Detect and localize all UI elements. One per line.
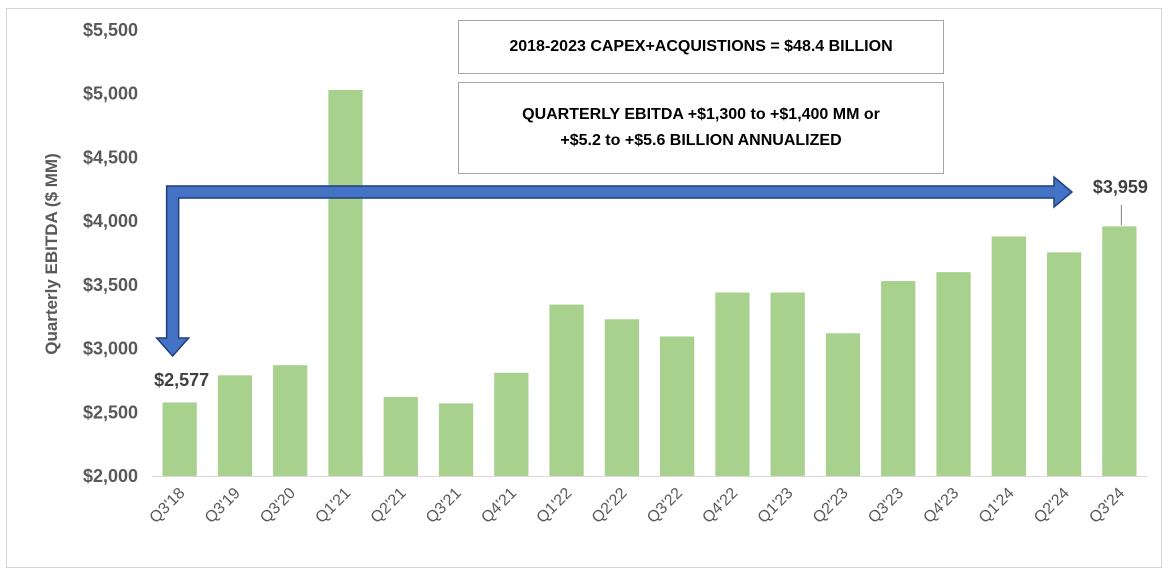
x-tick-label: Q3'21 xyxy=(423,485,465,527)
ebitda-annotation-box: QUARTERLY EBITDA +$1,300 to +$1,400 MM o… xyxy=(458,82,944,174)
data-label-Q318: $2,577 xyxy=(154,370,209,390)
bar-Q221 xyxy=(383,396,418,476)
x-tick-label: Q1'21 xyxy=(312,485,354,527)
bar-Q122 xyxy=(549,304,584,476)
bar-Q223 xyxy=(825,333,861,476)
bar-Q321 xyxy=(438,403,474,476)
capex-annotation-box: 2018-2023 CAPEX+ACQUISTIONS = $48.4 BILL… xyxy=(458,20,944,74)
bar-Q324 xyxy=(1102,226,1137,476)
x-tick-label: Q3'18 xyxy=(147,485,189,527)
x-tick-label: Q3'20 xyxy=(257,485,299,527)
x-tick-label: Q2'22 xyxy=(589,485,631,527)
ebitda-annotation-line-2: +$5.2 to +$5.6 BILLION ANNUALIZED xyxy=(560,132,842,149)
bar-Q222 xyxy=(604,319,639,476)
bar-Q423 xyxy=(936,272,971,476)
y-tick-label: $3,500 xyxy=(83,275,138,295)
bar-Q323 xyxy=(881,281,916,476)
x-tick-label: Q3'23 xyxy=(865,485,907,527)
bent-arrow-icon xyxy=(154,175,1074,358)
x-tick-label: Q4'22 xyxy=(699,485,741,527)
x-tick-label: Q1'24 xyxy=(976,485,1018,527)
y-tick-label: $4,500 xyxy=(83,147,138,167)
chart-frame xyxy=(6,8,1162,568)
y-tick-label: $3,000 xyxy=(83,339,138,359)
x-tick-label: Q3'22 xyxy=(644,485,686,527)
bar-Q224 xyxy=(1046,252,1082,476)
y-tick-label: $2,500 xyxy=(83,402,138,422)
x-tick-label: Q4'23 xyxy=(920,485,962,527)
bar-Q121 xyxy=(328,89,363,477)
x-tick-label: Q2'24 xyxy=(1031,485,1073,527)
y-tick-label: $5,000 xyxy=(83,84,138,104)
x-tick-label: Q1'23 xyxy=(755,485,797,527)
y-axis-title: Quarterly EBITDA ($ MM) xyxy=(42,153,61,355)
ebitda-annotation-line-1: QUARTERLY EBITDA +$1,300 to +$1,400 MM o… xyxy=(522,106,880,123)
bar-Q123 xyxy=(770,292,805,476)
y-tick-label: $4,000 xyxy=(83,211,138,231)
x-tick-label: Q2'21 xyxy=(368,485,410,527)
x-tick-label: Q2'23 xyxy=(810,485,852,527)
x-tick-label: Q1'22 xyxy=(534,485,576,527)
bar-Q318 xyxy=(162,402,197,476)
x-tick-label: Q4'21 xyxy=(478,485,520,527)
x-tick-label: Q3'24 xyxy=(1086,485,1128,527)
bar-Q322 xyxy=(660,336,695,476)
bar-Q422 xyxy=(715,292,750,476)
x-tick-label: Q3'19 xyxy=(202,485,244,527)
y-tick-label: $5,500 xyxy=(83,20,138,40)
bar-Q319 xyxy=(217,375,253,476)
bar-Q320 xyxy=(273,365,308,476)
bar-Q421 xyxy=(494,372,529,476)
data-label-Q324: $3,959 xyxy=(1093,177,1148,197)
y-tick-label: $2,000 xyxy=(83,466,138,486)
bar-Q124 xyxy=(991,236,1026,476)
capex-annotation-text: 2018-2023 CAPEX+ACQUISTIONS = $48.4 BILL… xyxy=(509,38,893,55)
